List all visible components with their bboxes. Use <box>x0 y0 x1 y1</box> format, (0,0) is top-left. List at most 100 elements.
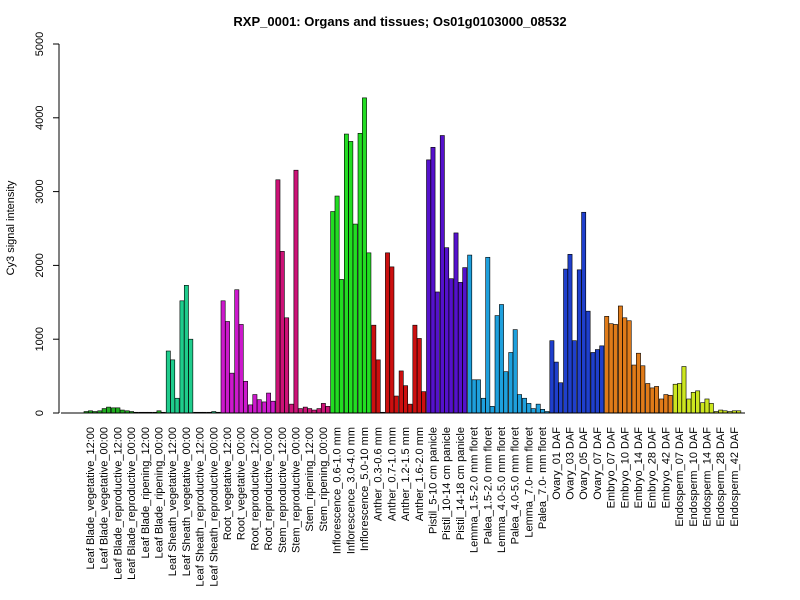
bar <box>485 256 491 414</box>
bar <box>444 247 450 414</box>
x-tick-label: Embryo_28 DAF <box>647 427 659 509</box>
bar <box>604 316 610 414</box>
bar <box>590 352 596 414</box>
x-tick-label: Inflorescence_5.0-10 mm <box>359 427 371 551</box>
bar <box>686 398 692 414</box>
bar <box>339 279 344 414</box>
bar <box>553 361 559 414</box>
bar <box>522 397 527 414</box>
x-tick-label: Leaf Blade_reproductive_12:00 <box>112 427 124 580</box>
x-tick-label: Embryo_10 DAF <box>619 427 631 509</box>
bar <box>412 324 418 414</box>
bar <box>535 403 541 414</box>
bar <box>448 278 454 414</box>
bar <box>174 397 180 414</box>
bar <box>106 406 111 414</box>
bar <box>279 251 285 414</box>
bar <box>183 285 189 414</box>
bar <box>248 404 253 414</box>
bar <box>243 380 248 414</box>
bar <box>453 232 459 414</box>
x-tick-label: Pistil_14-18 cm panicle <box>455 427 467 540</box>
bar <box>512 329 518 414</box>
bar <box>563 268 568 414</box>
bar <box>471 379 477 414</box>
bar <box>617 305 623 414</box>
x-tick-label: Root_vegetative_12:00 <box>222 427 234 540</box>
bar <box>517 394 522 414</box>
bar <box>645 383 651 414</box>
bar <box>430 147 436 414</box>
x-tick-label: Leaf Sheath_reproductive_12:00 <box>195 427 207 587</box>
bar <box>457 282 463 414</box>
bar <box>385 252 390 414</box>
bar <box>225 321 230 414</box>
bar <box>284 317 290 414</box>
x-tick-label: Stem_ripening_12:00 <box>304 427 316 532</box>
bar <box>238 324 244 414</box>
bar <box>489 406 495 414</box>
bar <box>330 211 336 414</box>
bar <box>421 391 427 414</box>
bar <box>467 254 473 414</box>
bar <box>252 394 258 414</box>
bar <box>480 397 486 414</box>
x-tick-label: Lemma_4.0-5.0 mm floret <box>496 427 508 553</box>
x-tick-label: Leaf Blade_vegetative_00:00 <box>99 427 111 570</box>
bar <box>297 408 303 414</box>
bar <box>275 179 281 414</box>
bar <box>352 223 358 414</box>
bar <box>654 386 659 414</box>
bar <box>558 382 564 414</box>
x-tick-label: Stem_reproductive_12:00 <box>277 427 289 553</box>
bar <box>608 323 614 414</box>
bar <box>659 398 664 414</box>
x-tick-label: Root_vegetative_00:00 <box>236 427 248 540</box>
y-axis-label: Cy3 signal intensity <box>5 180 17 275</box>
bar <box>316 408 322 414</box>
bar <box>622 317 628 414</box>
bar <box>289 403 294 414</box>
bar <box>302 406 308 414</box>
bar <box>499 304 504 414</box>
bar <box>357 133 363 414</box>
bar <box>690 392 696 414</box>
x-tick-label: Inflorescence_3.0-4.0 mm <box>345 427 357 554</box>
bar <box>393 395 399 414</box>
bar <box>439 135 445 414</box>
bar <box>585 310 591 414</box>
x-tick-label: Anther_0.3-0.6 mm <box>373 427 385 521</box>
bar <box>700 402 705 414</box>
y-tick-label: 1000 <box>34 327 46 351</box>
bar <box>549 340 555 414</box>
bar <box>334 195 340 414</box>
x-tick-label: Endosperm_10 DAF <box>688 427 700 527</box>
bar <box>613 324 618 414</box>
x-tick-label: Ovary_01 DAF <box>551 427 563 500</box>
x-tick-label: Inflorescence_0.6-1.0 mm <box>332 427 344 554</box>
bar <box>416 338 422 414</box>
bar <box>567 254 573 414</box>
y-tick-label: 2000 <box>34 253 46 277</box>
x-tick-label: Endosperm_28 DAF <box>715 427 727 527</box>
bar <box>188 338 194 414</box>
bar <box>343 133 349 414</box>
bar <box>307 408 313 414</box>
bar <box>526 403 532 414</box>
bar <box>540 409 545 414</box>
bar <box>663 394 669 414</box>
bar <box>530 408 536 414</box>
x-tick-label: Anther_0.7-1.0 mm <box>386 427 398 521</box>
x-tick-label: Pistil_10-14 cm panicle <box>441 427 453 540</box>
bar <box>594 349 600 414</box>
bar <box>348 141 354 414</box>
bar <box>362 97 367 414</box>
bar <box>599 345 605 414</box>
x-tick-label: Root_reproductive_00:00 <box>263 427 275 551</box>
bar <box>403 385 408 414</box>
bar <box>407 403 413 414</box>
bar <box>649 387 655 414</box>
bar <box>708 403 714 414</box>
x-tick-label: Leaf Blade_ripening_12:00 <box>140 427 152 559</box>
